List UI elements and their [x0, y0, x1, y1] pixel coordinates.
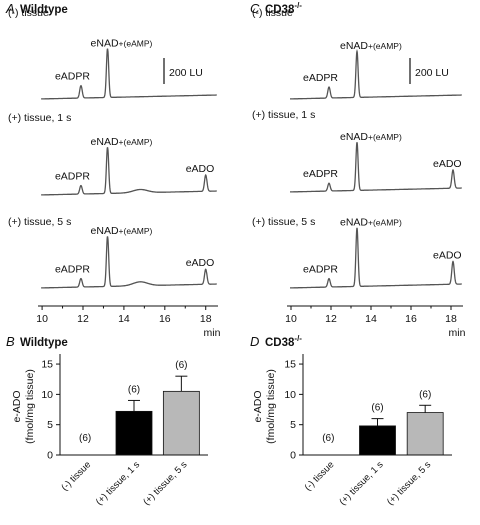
scale-bar-c-label: 200 LU — [415, 67, 449, 79]
category-label-b-1: (-) tissue — [59, 459, 93, 493]
y-axis-unit-b: (fmol/mg tissue) — [24, 369, 36, 444]
peak-label-a-2-eadpr: eADPR — [55, 171, 90, 183]
category-label-d-1: (-) tissue — [303, 459, 337, 493]
panel-d-title-sup: -/- — [294, 334, 302, 343]
category-label-b-3: (+) tissue, 5 s — [141, 459, 189, 507]
peak-label-c-3-eado: eADO — [433, 249, 462, 261]
x-axis-label-c: min — [449, 327, 466, 339]
x-tick-label-c-18: 18 — [445, 313, 457, 325]
chromatogram-trace-c-3 — [290, 227, 462, 289]
peak-label-a-2-enad: eNAD+(eAMP) — [91, 136, 153, 148]
condition-label-a-3: (+) tissue, 5 s — [8, 216, 71, 228]
category-label-b-2: (+) tissue, 1 s — [94, 459, 142, 507]
bar-b-3 — [162, 390, 200, 456]
chromatogram-panel-c: (-) tissue eADPR eNAD+(eAMP) (+) tissue, 1 … — [252, 7, 466, 339]
scale-bar-a-label: 200 LU — [169, 67, 203, 79]
peak-label-a-1-eadpr: eADPR — [55, 71, 90, 83]
y-tick-label-d-5: 5 — [290, 419, 296, 431]
chromatogram-trace-c-1 — [290, 48, 462, 100]
x-tick-label-c-10: 10 — [285, 313, 297, 325]
peak-label-c-1-eadpr: eADPR — [303, 72, 338, 84]
peak-label-a-1-enad: eNAD+(eAMP) — [91, 37, 153, 49]
n-label-b-3: (6) — [175, 360, 187, 371]
chromatogram-trace-a-1 — [41, 48, 217, 100]
y-tick-label-b-0: 0 — [47, 450, 53, 462]
y-tick-label-d-15: 15 — [284, 359, 296, 371]
bar-chart-panel-d: (6) (-) tissue (6) (+) tissue, 1 s (6) (+) ti… — [252, 354, 452, 508]
panel-b-title: Wildtype — [20, 337, 68, 349]
x-tick-label-c-12: 12 — [325, 313, 337, 325]
condition-label-c-3: (+) tissue, 5 s — [252, 216, 315, 228]
y-tick-label-d-0: 0 — [290, 450, 296, 462]
chromatogram-trace-c-2 — [290, 142, 462, 193]
peak-label-c-3-eadpr: eADPR — [303, 264, 338, 276]
chromatogram-trace-a-3 — [41, 236, 217, 289]
panel-d-title: CD38-/- — [265, 334, 302, 349]
panel-d-title-main: CD38 — [265, 337, 295, 349]
x-tick-label-c-16: 16 — [405, 313, 417, 325]
x-tick-label-a-16: 16 — [159, 313, 171, 325]
chromatogram-trace-a-2 — [41, 147, 217, 196]
panel-a-letter: A — [5, 1, 15, 16]
condition-label-a-1: (-) tissue — [8, 7, 49, 19]
peak-label-c-2-enad: eNAD+(eAMP) — [340, 131, 402, 143]
category-label-d-2: (+) tissue, 1 s — [337, 459, 385, 507]
peak-label-c-2-eadpr: eADPR — [303, 168, 338, 180]
n-label-d-2: (6) — [371, 403, 383, 414]
y-tick-label-b-15: 15 — [41, 359, 53, 371]
n-label-d-1: (6) — [322, 433, 334, 444]
peak-label-a-3-eadpr: eADPR — [55, 264, 90, 276]
condition-label-c-2: (+) tissue, 1 s — [252, 109, 315, 121]
x-tick-label-a-14: 14 — [118, 313, 130, 325]
peak-label-c-3-enad: eNAD+(eAMP) — [340, 217, 402, 229]
bar-chart-panel-b: (6) (-) tissue (6) (+) tissue, 1 s (6) (+) ti… — [11, 354, 208, 508]
y-tick-label-b-10: 10 — [41, 389, 53, 401]
panel-c-letter: C — [250, 1, 260, 16]
panel-c-title-main: CD38 — [265, 4, 295, 16]
y-axis-label-d: e-ADO — [252, 390, 264, 422]
y-axis-unit-d: (fmol/mg tissue) — [265, 369, 277, 444]
category-label-d-3: (+) tissue, 5 s — [385, 459, 433, 507]
n-label-b-1: (6) — [79, 433, 91, 444]
x-tick-label-c-14: 14 — [365, 313, 377, 325]
x-axis-label-a: min — [204, 327, 221, 339]
peak-label-a-2-eado: eADO — [186, 163, 215, 175]
x-tick-label-a-18: 18 — [200, 313, 212, 325]
n-label-b-2: (6) — [128, 384, 140, 395]
x-tick-label-a-12: 12 — [77, 313, 89, 325]
panel-a-title: Wildtype — [20, 4, 68, 16]
y-tick-label-d-10: 10 — [284, 389, 296, 401]
y-tick-label-b-5: 5 — [47, 419, 53, 431]
bar-b-2 — [115, 410, 153, 456]
condition-label-a-2: (+) tissue, 1 s — [8, 112, 71, 124]
panel-d-letter: D — [250, 334, 259, 349]
bar-d-2 — [359, 425, 396, 456]
peak-label-c-1-enad: eNAD+(eAMP) — [340, 40, 402, 52]
scale-bar-c: 200 LU — [409, 58, 449, 84]
peak-label-a-3-enad: eNAD+(eAMP) — [91, 225, 153, 237]
peak-label-a-3-eado: eADO — [186, 257, 215, 269]
x-tick-label-a-10: 10 — [36, 313, 48, 325]
panel-c-title: CD38-/- — [265, 1, 302, 16]
y-axis-label-b: e-ADO — [11, 390, 23, 422]
panel-c-title-sup: -/- — [294, 1, 302, 10]
chromatogram-panel-a: (-) tissue eADPR eNAD+(eAMP) (+) tissue, 1 … — [8, 7, 221, 339]
condition-label-c-1: (-) tissue — [252, 7, 293, 19]
scale-bar-a: 200 LU — [163, 58, 203, 84]
peak-label-c-2-eado: eADO — [433, 158, 462, 170]
bar-d-3 — [406, 412, 444, 456]
panel-b-letter: B — [6, 334, 15, 349]
n-label-d-3: (6) — [419, 389, 431, 400]
